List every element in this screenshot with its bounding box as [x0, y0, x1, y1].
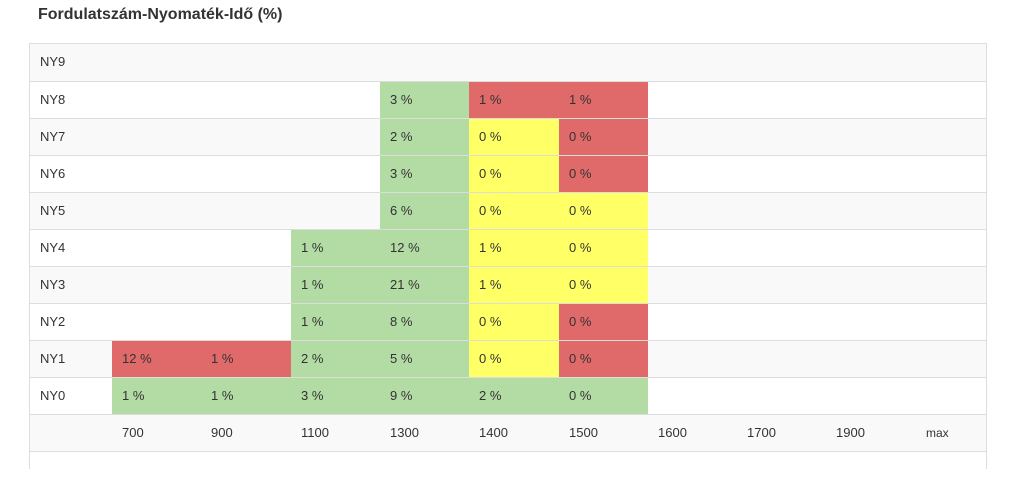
heatmap-cell: 1 % [469, 267, 559, 303]
heatmap-table: NY9 NY8 3 % 1 % 1 % NY7 2 % 0 % 0 % NY6 3 % 0 % 0 % N… [29, 43, 987, 471]
heatmap-cell: 1 % [291, 304, 380, 340]
x-tick-label: 1100 [301, 425, 329, 440]
table-row: NY1 12 % 1 % 2 % 5 % 0 % 0 % [30, 340, 986, 377]
heatmap-cell: 0 % [469, 304, 559, 340]
heatmap-cell: 1 % [469, 82, 559, 118]
table-row: NY8 3 % 1 % 1 % [30, 81, 986, 118]
row-label: NY1 [40, 351, 66, 366]
heatmap-cell: 0 % [559, 341, 648, 377]
heatmap-cell: 0 % [469, 156, 559, 192]
heatmap-cell: 12 % [112, 341, 201, 377]
heatmap-cell: 2 % [291, 341, 380, 377]
table-row: NY3 1 % 21 % 1 % 0 % [30, 266, 986, 303]
x-tick-label: 1400 [479, 425, 508, 440]
x-tick-label: max [926, 426, 949, 440]
x-tick-label: 1500 [569, 425, 598, 440]
x-tick-label: 1300 [390, 425, 419, 440]
row-label: NY7 [40, 129, 66, 144]
row-label: NY4 [40, 240, 66, 255]
x-tick-label: 900 [211, 425, 233, 440]
heatmap-cell: 2 % [380, 119, 469, 155]
heatmap-cell: 1 % [201, 341, 291, 377]
table-row: NY2 1 % 8 % 0 % 0 % [30, 303, 986, 340]
row-label: NY8 [40, 92, 66, 107]
heatmap-cell: 12 % [380, 230, 469, 266]
x-tick-label: 700 [122, 425, 144, 440]
x-tick-label: 1600 [658, 425, 687, 440]
row-label: NY0 [40, 388, 66, 403]
heatmap-cell: 1 % [469, 230, 559, 266]
heatmap-cell: 0 % [469, 341, 559, 377]
heatmap-cell: 1 % [112, 378, 201, 414]
heatmap-cell: 0 % [559, 304, 648, 340]
heatmap-cell: 0 % [559, 378, 648, 414]
heatmap-cell: 1 % [559, 82, 648, 118]
heatmap-cell: 3 % [291, 378, 380, 414]
heatmap-cell: 1 % [201, 378, 291, 414]
heatmap-cell: 0 % [559, 156, 648, 192]
row-label: NY6 [40, 166, 66, 181]
heatmap-cell: 1 % [291, 230, 380, 266]
table-row: NY7 2 % 0 % 0 % [30, 118, 986, 155]
x-tick-label: 1900 [836, 425, 865, 440]
heatmap-cell: 6 % [380, 193, 469, 229]
chart-title: Fordulatszám-Nyomaték-Idő (%) [38, 6, 283, 23]
table-footer [30, 451, 986, 471]
heatmap-cell: 9 % [380, 378, 469, 414]
table-row: NY6 3 % 0 % 0 % [30, 155, 986, 192]
heatmap-cell: 3 % [380, 156, 469, 192]
heatmap-cell: 0 % [559, 119, 648, 155]
x-tick-label: 1700 [747, 425, 776, 440]
table-row: NY4 1 % 12 % 1 % 0 % [30, 229, 986, 266]
row-label: NY3 [40, 277, 66, 292]
heatmap-cell: 5 % [380, 341, 469, 377]
row-label: NY5 [40, 203, 66, 218]
table-row: NY9 [30, 44, 986, 81]
heatmap-cell: 21 % [380, 267, 469, 303]
heatmap-cell: 1 % [291, 267, 380, 303]
table-row: NY0 1 % 1 % 3 % 9 % 2 % 0 % [30, 377, 986, 414]
row-label: NY2 [40, 314, 66, 329]
heatmap-cell: 2 % [469, 378, 559, 414]
table-row: NY5 6 % 0 % 0 % [30, 192, 986, 229]
x-axis-row: 700 900 1100 1300 1400 1500 1600 1700 1900 max [30, 414, 986, 451]
heatmap-cell: 3 % [380, 82, 469, 118]
heatmap-cell: 0 % [469, 119, 559, 155]
heatmap-cell: 0 % [559, 267, 648, 303]
heatmap-cell: 0 % [559, 230, 648, 266]
heatmap-cell: 8 % [380, 304, 469, 340]
heatmap-cell: 0 % [559, 193, 648, 229]
row-label: NY9 [40, 54, 66, 69]
heatmap-cell: 0 % [469, 193, 559, 229]
